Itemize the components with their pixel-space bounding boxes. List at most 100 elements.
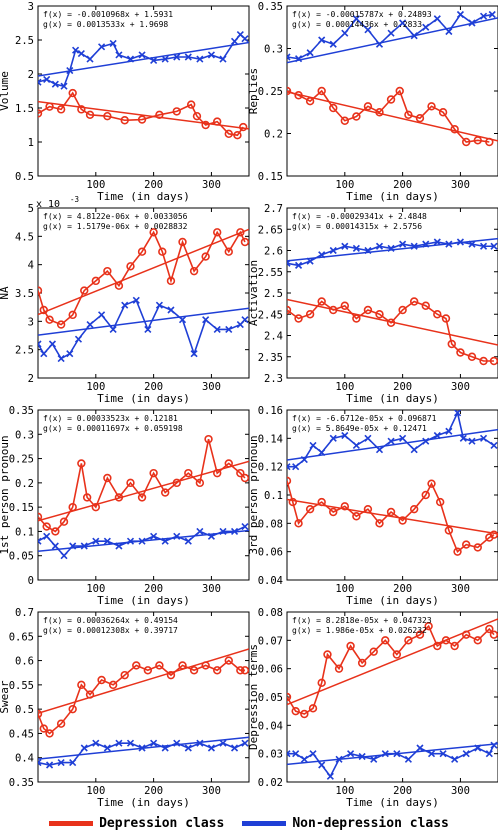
data-point-nondepression: [326, 772, 334, 780]
data-point-nondepression: [241, 523, 249, 531]
data-point-nondepression: [364, 434, 372, 442]
data-point-depression: [201, 120, 210, 130]
data-point-nondepression: [387, 437, 395, 445]
data-point-nondepression: [306, 49, 314, 57]
data-point-nondepression: [213, 325, 221, 333]
y-tick-label: 0.08: [258, 518, 283, 530]
data-point-nondepression: [439, 750, 447, 758]
data-point-nondepression: [184, 744, 192, 752]
data-point-nondepression: [45, 761, 54, 769]
data-point-depression: [189, 266, 199, 276]
data-point-nondepression: [300, 456, 308, 464]
y-tick-label: 3: [28, 1, 34, 13]
data-point-nondepression: [241, 739, 249, 747]
data-point-depression: [489, 356, 498, 366]
data-point-depression: [409, 297, 419, 306]
y-tick-label: 2.65: [258, 224, 283, 236]
series-line-depression: [38, 438, 246, 533]
data-point-depression: [395, 86, 404, 96]
data-point-depression: [77, 459, 86, 468]
data-point-nondepression: [173, 532, 181, 540]
data-point-depression: [213, 228, 222, 237]
x-tick-label: 300: [451, 785, 470, 797]
legend-swatch-depression: [49, 820, 94, 826]
data-point-depression: [340, 502, 350, 511]
data-point-nondepression: [445, 27, 453, 36]
data-point-nondepression: [468, 19, 476, 27]
y-axis-label: Swear: [0, 680, 11, 713]
x-tick-label: 100: [335, 583, 354, 595]
data-point-nondepression: [479, 12, 488, 20]
data-point-depression: [126, 262, 135, 271]
data-point-depression: [59, 517, 69, 526]
y-tick-label: 2.6: [264, 246, 283, 258]
data-point-depression: [323, 650, 332, 659]
data-point-depression: [45, 102, 54, 111]
data-point-nondepression: [155, 301, 163, 309]
fit-equation-g: g(x) = 1.986e-05x + 0.026232: [292, 626, 427, 635]
series-line-depression: [287, 480, 495, 553]
data-point-depression: [363, 504, 373, 514]
data-point-nondepression: [126, 739, 135, 747]
data-point-depression: [363, 305, 373, 315]
data-point-depression: [489, 530, 498, 539]
data-point-depression: [438, 108, 448, 117]
y-tick-label: 0.03: [258, 749, 283, 761]
data-point-nondepression: [150, 56, 158, 64]
data-point-nondepression: [103, 744, 111, 752]
data-point-depression: [39, 305, 48, 315]
data-point-depression: [143, 666, 153, 675]
data-point-depression: [415, 630, 425, 639]
legend: Depression class Non-depression class: [0, 810, 498, 836]
data-point-depression: [398, 305, 407, 315]
data-point-nondepression: [422, 240, 430, 248]
data-point-depression: [149, 228, 158, 237]
legend-swatch-nondepression: [242, 820, 287, 826]
data-point-nondepression: [393, 750, 401, 758]
data-point-depression: [38, 512, 43, 522]
data-point-nondepression: [132, 296, 140, 304]
x-tick-label: 300: [202, 785, 221, 797]
x-axis-label: Time (in days): [346, 796, 439, 809]
data-point-nondepression: [318, 761, 326, 769]
data-point-nondepression: [433, 431, 441, 440]
y-tick-label: 2: [28, 69, 34, 81]
data-point-nondepression: [479, 434, 488, 442]
y-tick-label: 2.5: [15, 35, 34, 47]
data-point-depression: [68, 310, 77, 320]
data-point-depression: [473, 636, 482, 645]
data-point-depression: [363, 102, 373, 111]
data-point-nondepression: [60, 552, 68, 560]
data-point-depression: [224, 656, 233, 665]
data-point-nondepression: [43, 75, 51, 84]
data-point-nondepression: [451, 755, 459, 763]
data-point-nondepression: [485, 750, 493, 758]
plot-frame: [37, 5, 250, 177]
data-point-depression: [239, 122, 248, 132]
data-point-depression: [213, 468, 222, 478]
data-point-depression: [166, 670, 176, 680]
x-tick-label: 200: [144, 179, 163, 191]
data-point-nondepression: [57, 355, 65, 363]
data-point-nondepression: [341, 29, 349, 37]
data-point-nondepression: [300, 755, 308, 763]
x-axis-label: Time (in days): [97, 594, 190, 607]
y-tick-label: 0.4: [15, 753, 34, 765]
data-point-nondepression: [98, 311, 106, 319]
data-point-nondepression: [456, 10, 464, 19]
data-point-nondepression: [72, 46, 80, 54]
data-point-nondepression: [202, 316, 210, 324]
data-point-depression: [166, 276, 176, 286]
data-point-depression: [386, 507, 396, 517]
data-point-depression: [184, 468, 193, 478]
fit-line-depression: [38, 100, 249, 130]
data-point-depression: [195, 478, 205, 488]
data-point-nondepression: [433, 238, 441, 246]
data-point-nondepression: [207, 744, 215, 752]
data-point-nondepression: [490, 242, 498, 250]
plot-area: [287, 237, 498, 366]
data-point-depression: [126, 478, 135, 488]
data-point-nondepression: [287, 259, 291, 267]
data-point-depression: [39, 724, 48, 733]
data-point-nondepression: [341, 431, 349, 440]
